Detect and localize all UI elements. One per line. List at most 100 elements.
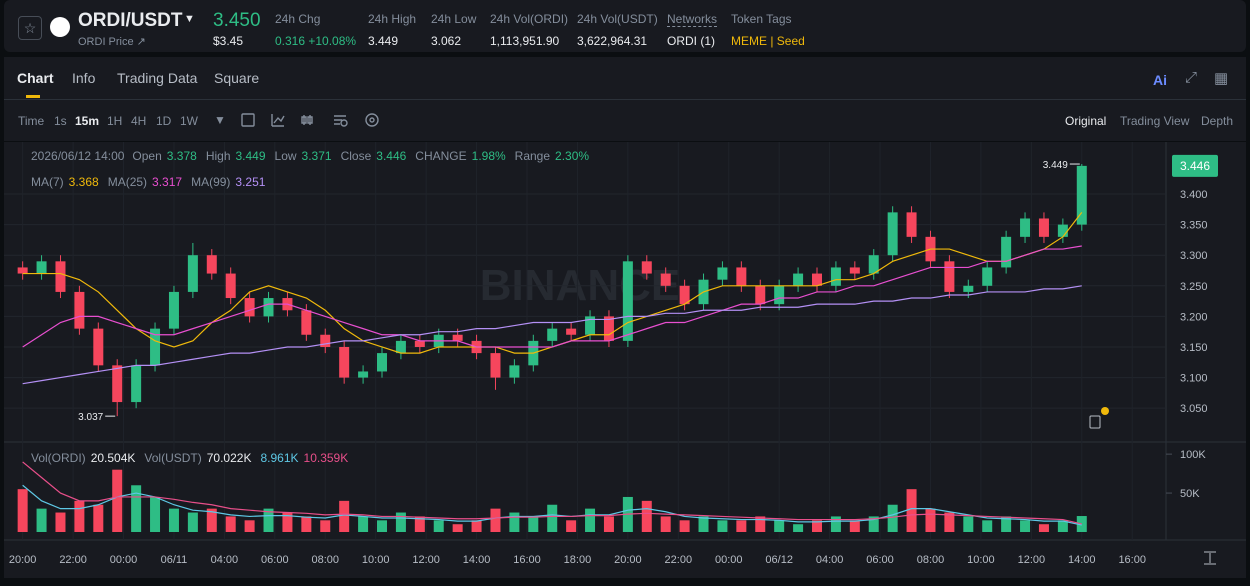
volume-bar [377,520,387,532]
volume-bar [1001,516,1012,532]
volume-bar [74,500,85,532]
volume-bar [17,489,28,532]
volume-tick-label: 50K [1180,488,1200,500]
volume-bar [1020,520,1031,532]
icon[interactable] [241,113,255,127]
volume-bar [168,508,179,532]
interval[interactable]: 4H [131,114,147,128]
x-tick-label: 20:00 [9,554,37,566]
info-text: 70.022K [207,451,252,465]
interval-dropdown[interactable]: ▼ [214,113,226,127]
view-option[interactable]: Trading View [1120,114,1190,128]
tab[interactable]: Chart [17,70,54,86]
candle-body [774,285,785,305]
price-link[interactable]: ORDI Price ↗ [78,36,146,48]
stat-value: 0.316 +10.08% [275,34,357,48]
volume-bar [906,489,917,532]
y-tick-label: 3.300 [1180,250,1208,262]
volume-bar [982,520,993,532]
volume-bar [774,520,785,532]
x-tick-label: 16:00 [1118,554,1146,566]
icon[interactable] [365,113,379,127]
pair[interactable]: ORDI/USDT [78,10,183,31]
stat-value: 3.449 [368,34,399,48]
candle-body [263,298,274,317]
icon[interactable] [334,115,346,125]
info-text: Vol(USDT) [144,451,201,465]
info-text: Open [132,149,161,163]
line [22,484,1082,526]
y-tick-label: 3.400 [1180,189,1208,201]
view-option[interactable]: Original [1065,114,1107,128]
volume-bar [263,508,274,532]
candle-body [206,255,217,274]
interval[interactable]: 1s [54,114,67,128]
x-tick-label: 08:00 [311,554,339,566]
volume-bar [566,520,577,532]
volume-bar [585,508,596,532]
fullscreen[interactable]: ⤢ [1185,69,1198,86]
info-text: 2026/06/12 14:00 [31,149,125,163]
candle-body [17,267,28,274]
interval[interactable]: 15m [75,114,100,128]
alert-icon [1089,415,1101,429]
stat-label: 24h Low [431,12,477,26]
view-option[interactable]: Depth [1201,114,1234,128]
scale-icon [1204,551,1216,565]
favorite[interactable]: ☆ [18,16,42,40]
pair-dropdown[interactable]: ▼ [184,13,195,25]
tab[interactable]: Info [72,70,96,86]
y-tick-label: 3.200 [1180,311,1208,323]
candle-body [244,298,255,317]
tab[interactable]: Square [214,70,260,86]
candle-body [395,340,406,354]
candle-body [377,353,387,372]
chart-header: Ai ⤢ ▦ ▼ Chart Info Trading Data Square Time… [4,57,1246,141]
layout[interactable]: ▦ [1214,70,1229,87]
volume-bar [1057,520,1068,532]
info-text: 2.30% [555,149,589,163]
annotation: 3.449 [1043,160,1068,171]
x-tick-label: 14:00 [1068,554,1096,566]
info-text: Range [515,149,551,163]
interval[interactable]: 1D [156,114,172,128]
volume-bar [944,512,955,532]
candle-body [168,291,179,329]
candle-body [547,328,558,341]
y-tick-label: 3.350 [1180,220,1208,232]
volume-bar [925,508,936,532]
tool-icons [241,113,379,127]
icon[interactable] [301,115,313,125]
info-text: 3.317 [152,175,182,189]
tag[interactable]: Seed [776,34,805,48]
interval[interactable]: 1H [107,114,123,128]
candle-body [622,261,633,341]
icon[interactable] [340,119,348,127]
interval[interactable]: 1W [180,114,198,128]
x-tick-label: 12:00 [1018,554,1046,566]
candle-body [660,273,671,286]
candle-body [585,316,596,335]
volume-bar [452,524,463,532]
volume-bar [395,512,406,532]
x-tick-label: 06/11 [161,554,188,566]
info-text: MA(7) [31,175,64,189]
icon[interactable] [271,114,285,127]
volume-bar [150,496,161,532]
x-tick-label: 04:00 [816,554,844,566]
volume-bar [36,508,47,532]
volume-bar [793,524,804,532]
candle-body [36,261,47,274]
candle-body [1076,165,1087,225]
x-tick-label: 12:00 [412,554,440,566]
candle-body [509,365,520,378]
candle-body [93,328,104,366]
tag[interactable]: MEME [731,34,767,48]
candle-body [339,346,350,378]
tab[interactable]: Trading Data [117,70,198,86]
ai-button[interactable]: Ai [1153,72,1167,88]
x-tick-label: 22:00 [665,554,693,566]
icon[interactable] [369,117,375,123]
volume-bar [528,516,539,532]
candle-body [944,261,955,292]
